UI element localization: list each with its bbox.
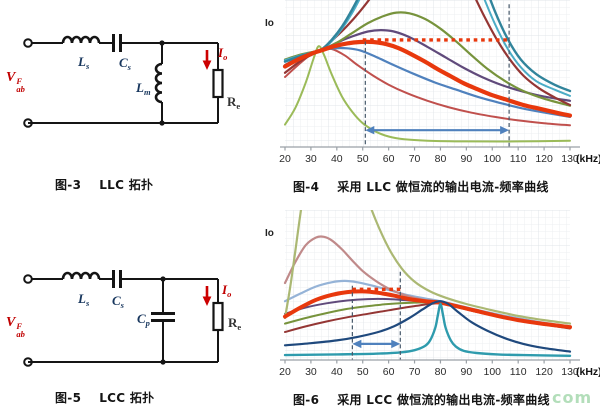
current-arrow-icon (202, 286, 212, 306)
figure3-tag: 图-3 (55, 178, 82, 192)
wire (28, 278, 219, 363)
junction-dot (160, 276, 166, 282)
svg-text:100: 100 (484, 366, 502, 378)
wire (28, 42, 219, 124)
label-Re: Re (227, 94, 241, 111)
svg-text:70: 70 (409, 366, 421, 378)
junction-dot (159, 40, 165, 46)
watermark-text: com (552, 388, 593, 407)
inductor-Ls-symbol (61, 271, 101, 280)
junction-dot (160, 359, 166, 365)
svg-text:40: 40 (331, 153, 343, 165)
svg-text:120: 120 (535, 153, 553, 165)
svg-text:90: 90 (461, 153, 473, 165)
svg-text:130: 130 (561, 366, 579, 378)
resistor-Re-symbol (212, 301, 224, 332)
svg-text:30: 30 (305, 153, 317, 165)
svg-text:50: 50 (357, 366, 369, 378)
x-axis: 20 30 40 50 60 70 80 90 100 110 120 130(kHz) Io (265, 228, 600, 378)
figure6-title: 采用 LCC 做恒流的输出电流-频率曲线 (337, 393, 550, 407)
svg-text:(kHz): (kHz) (576, 153, 600, 165)
svg-text:110: 110 (510, 153, 527, 165)
inductor-Lm-symbol (154, 62, 163, 104)
figure3-title: LLC 拓扑 (99, 178, 154, 192)
chart-annotations (351, 271, 401, 360)
label-Ls: Ls (78, 291, 90, 308)
label-Cs: Cs (119, 55, 131, 72)
llc-output-current-chart: 20 30 40 50 60 70 80 90 100 110 120 130(kHz) Io (265, 0, 600, 165)
figure5-title: LCC 拓扑 (99, 391, 155, 405)
label-Io: Io (218, 45, 228, 62)
svg-text:20: 20 (279, 366, 291, 378)
label-Ls: Ls (78, 54, 90, 71)
svg-text:(kHz): (kHz) (576, 366, 600, 378)
svg-text:Io: Io (265, 228, 274, 239)
svg-text:40: 40 (331, 366, 343, 378)
svg-text:50: 50 (357, 153, 369, 165)
current-arrow-icon (202, 50, 212, 70)
figure6-caption: 图-6 采用 LCC 做恒流的输出电流-频率曲线 (293, 391, 550, 408)
curve-series (282, 0, 572, 143)
figure5-tag: 图-5 (55, 391, 82, 405)
lcc-circuit-diagram (23, 270, 224, 367)
figure4-tag: 图-4 (293, 180, 320, 194)
svg-text:80: 80 (435, 153, 447, 165)
capacitor-Cs-symbol (112, 34, 122, 52)
svg-text:60: 60 (383, 366, 395, 378)
figure3-caption: 图-3 LLC 拓扑 (55, 176, 153, 193)
figure5-caption: 图-5 LCC 拓扑 (55, 389, 154, 406)
svg-text:60: 60 (383, 153, 395, 165)
svg-text:80: 80 (435, 366, 447, 378)
figure6-tag: 图-6 (293, 393, 320, 407)
label-Cs: Cs (112, 293, 124, 310)
curve-series (283, 210, 572, 357)
svg-text:100: 100 (484, 153, 502, 165)
capacitor-Cp-symbol (151, 312, 175, 322)
x-axis: 20 30 40 50 60 70 80 90 100 110 120 130(kHz) Io (265, 18, 600, 165)
junction-dot (159, 120, 165, 126)
inductor-Ls-symbol (61, 35, 101, 44)
resistor-Re-symbol (212, 68, 224, 99)
lcc-output-current-chart: 20 30 40 50 60 70 80 90 100 110 120 130(kHz) Io (265, 210, 600, 378)
figure4-title: 采用 LLC 做恒流的输出电流-频率曲线 (337, 180, 549, 194)
label-Re: Re (228, 315, 242, 332)
label-Lm: Lm (136, 80, 151, 97)
figure4-caption: 图-4 采用 LLC 做恒流的输出电流-频率曲线 (293, 178, 549, 195)
capacitor-Cs-symbol (112, 270, 122, 288)
label-Io: Io (222, 282, 232, 299)
input-terminal-top (23, 38, 33, 48)
chart-annotations (362, 4, 510, 147)
llc-circuit-diagram (23, 34, 224, 128)
svg-text:90: 90 (461, 366, 473, 378)
svg-text:70: 70 (409, 153, 421, 165)
input-terminal-top (23, 274, 33, 284)
svg-text:30: 30 (305, 366, 317, 378)
svg-text:120: 120 (535, 366, 553, 378)
svg-text:130: 130 (561, 153, 579, 165)
grid-major (285, 210, 570, 360)
svg-text:20: 20 (279, 153, 291, 165)
svg-text:Io: Io (265, 18, 274, 29)
label-Cp: Cp (137, 311, 150, 328)
svg-text:110: 110 (510, 366, 527, 378)
